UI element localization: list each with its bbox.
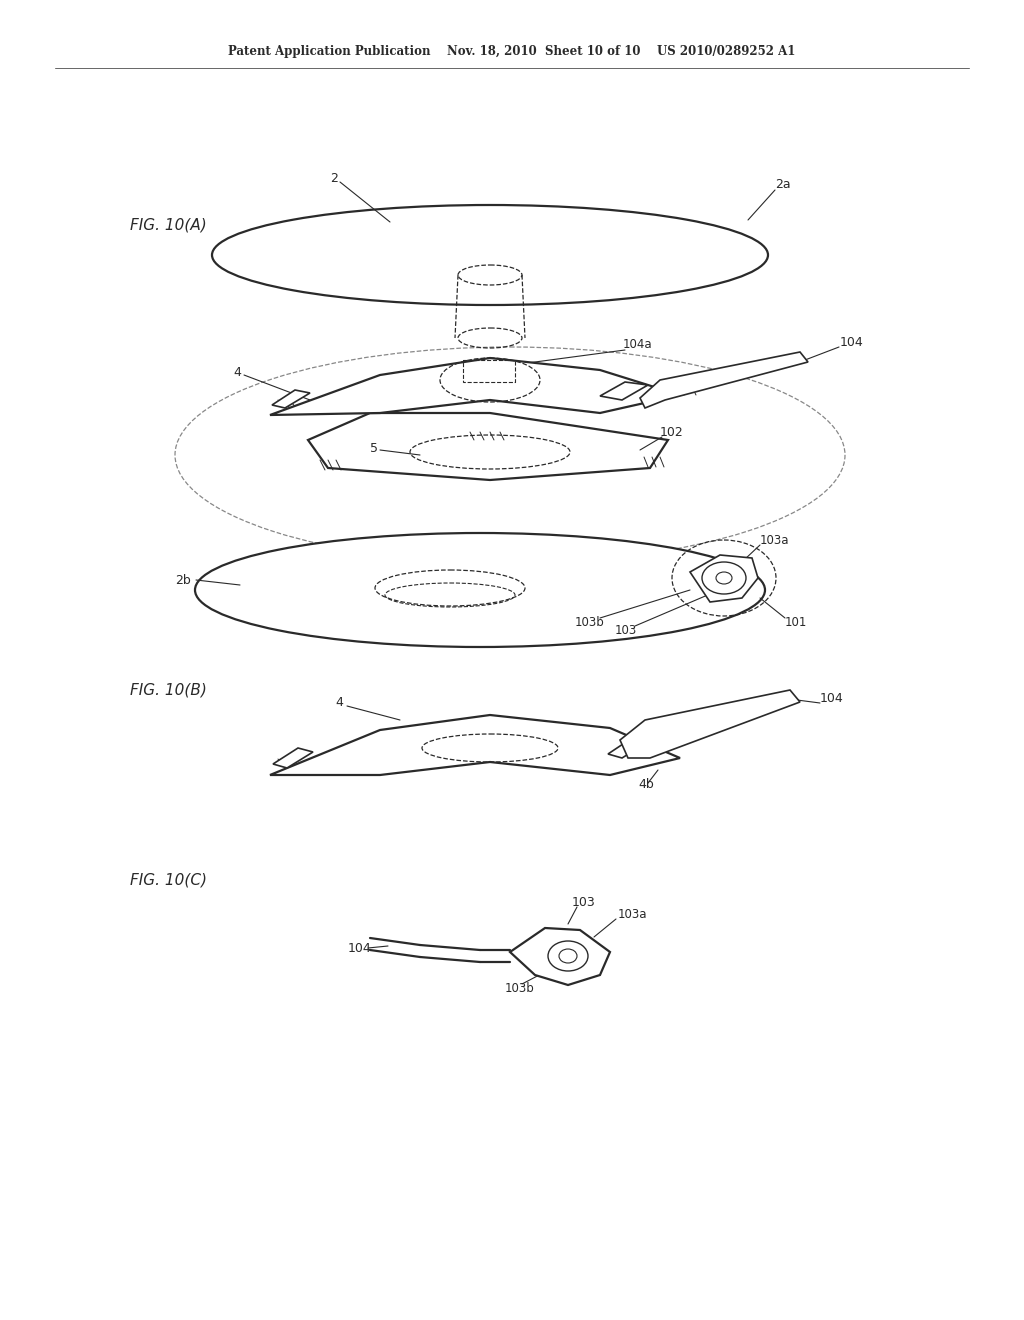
Text: 2: 2 bbox=[330, 172, 338, 185]
Text: FIG. 10(A): FIG. 10(A) bbox=[130, 218, 207, 232]
Text: 103b: 103b bbox=[505, 982, 535, 994]
Text: 104a: 104a bbox=[623, 338, 652, 351]
Ellipse shape bbox=[212, 205, 768, 305]
Text: 103a: 103a bbox=[760, 533, 790, 546]
Ellipse shape bbox=[548, 941, 588, 972]
Text: 103b: 103b bbox=[575, 615, 605, 628]
Text: 5: 5 bbox=[370, 441, 378, 454]
Polygon shape bbox=[272, 389, 310, 408]
Polygon shape bbox=[308, 413, 668, 480]
Text: FIG. 10(B): FIG. 10(B) bbox=[130, 682, 207, 697]
Text: 4: 4 bbox=[335, 697, 343, 710]
Text: 104: 104 bbox=[840, 335, 864, 348]
Text: 2b: 2b bbox=[175, 573, 190, 586]
Text: 104: 104 bbox=[820, 692, 844, 705]
Ellipse shape bbox=[195, 533, 765, 647]
Text: 102: 102 bbox=[660, 426, 684, 440]
Text: 4b: 4b bbox=[638, 779, 653, 792]
Polygon shape bbox=[270, 358, 680, 414]
Polygon shape bbox=[640, 352, 808, 408]
Text: 103a: 103a bbox=[618, 908, 647, 921]
Text: 104: 104 bbox=[348, 941, 372, 954]
Text: FIG. 10(C): FIG. 10(C) bbox=[130, 873, 207, 887]
Ellipse shape bbox=[702, 562, 746, 594]
Polygon shape bbox=[600, 381, 648, 400]
Polygon shape bbox=[620, 690, 800, 758]
Text: Patent Application Publication    Nov. 18, 2010  Sheet 10 of 10    US 2010/02892: Patent Application Publication Nov. 18, … bbox=[228, 45, 796, 58]
Text: 101: 101 bbox=[785, 615, 807, 628]
Text: 103: 103 bbox=[572, 895, 596, 908]
Text: 2a: 2a bbox=[775, 178, 791, 191]
Text: 4: 4 bbox=[233, 366, 241, 379]
Polygon shape bbox=[690, 554, 758, 602]
Text: 103: 103 bbox=[615, 623, 637, 636]
Bar bbox=[463, 360, 515, 381]
Polygon shape bbox=[270, 715, 680, 775]
Polygon shape bbox=[608, 738, 648, 758]
Polygon shape bbox=[273, 748, 313, 768]
Polygon shape bbox=[510, 928, 610, 985]
